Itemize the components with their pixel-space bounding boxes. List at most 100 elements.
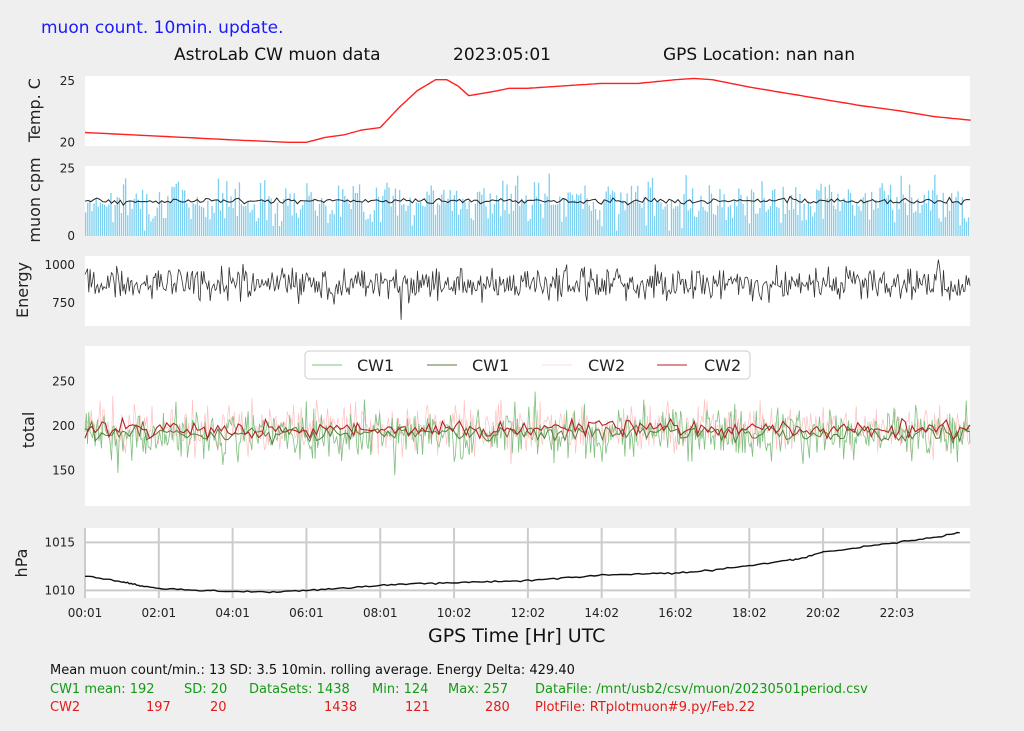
muon-cpm-bar [308,195,310,236]
muon-cpm-bar [449,190,451,236]
muon-cpm-bar [860,210,862,236]
muon-cpm-bar [253,204,255,236]
muon-cpm-bar [314,210,316,236]
muon-cpm-bar [753,192,755,236]
x-tick-label: 08:01 [363,606,398,620]
muon-cpm-bar [565,216,567,236]
muon-cpm-bar [462,198,464,236]
muon-cpm-bar [856,203,858,236]
muon-cpm-bar [504,210,506,236]
muon-cpm-bar [946,202,949,236]
muon-cpm-bar [106,206,108,236]
muon-cpm-bar [689,208,692,236]
panel-2-ytick: 1000 [44,258,75,272]
muon-cpm-bar [527,221,529,236]
muon-cpm-bar [712,213,715,236]
muon-cpm-bar [194,204,196,236]
muon-cpm-bar [531,204,533,236]
muon-cpm-bar [702,207,704,236]
muon-cpm-bar [236,215,238,236]
x-tick-label: 18:02 [732,606,767,620]
muon-cpm-bar [125,178,127,236]
muon-cpm-bar [506,184,508,236]
muon-cpm-bar [340,216,342,236]
muon-cpm-bar [715,215,717,236]
muon-cpm-bar [727,206,729,236]
muon-cpm-bar [554,204,557,236]
muon-cpm-bar [318,203,321,236]
muon-cpm-bar [262,200,264,236]
muon-cpm-bar [588,205,590,236]
muon-cpm-bar [784,214,786,236]
muon-cpm-bar [843,198,845,236]
muon-cpm-bar [196,197,198,236]
muon-cpm-bar [563,198,565,236]
muon-cpm-bar [139,209,142,236]
muon-cpm-bar [603,199,605,236]
muon-cpm-bar [460,209,462,236]
panel-0-ytick: 25 [60,74,75,88]
muon-cpm-bar [925,203,928,236]
panel-2-background [85,256,970,326]
muon-cpm-bar [135,193,137,236]
legend: CW1 CW1 CW2 CW2 [304,350,751,380]
muon-cpm-bar [896,196,898,236]
muon-cpm-bar [559,196,561,236]
muon-cpm-bar [476,192,479,236]
muon-cpm-bar [158,192,161,236]
muon-cpm-bar [871,191,873,236]
x-tick-label: 22:03 [880,606,915,620]
muon-cpm-bar [479,191,481,236]
muon-cpm-bar [942,192,944,236]
muon-cpm-bar [826,198,828,236]
muon-cpm-bar [668,230,670,236]
muon-cpm-bar [192,203,194,236]
panel-3-ytick: 250 [52,375,75,389]
muon-cpm-bar [839,211,841,236]
muon-cpm-bar [386,182,388,236]
muon-cpm-bar [521,198,523,236]
muon-cpm-bar [584,185,586,236]
muon-cpm-bar [812,216,814,236]
muon-cpm-bar [533,182,536,236]
muon-cpm-bar [790,194,793,236]
muon-cpm-bar [913,212,915,236]
muon-cpm-average-line [84,195,971,207]
muon-cpm-bar [609,194,611,236]
muon-cpm-bar [776,206,778,236]
muon-cpm-bar [778,208,780,236]
muon-cpm-bar [911,197,913,236]
muon-cpm-bar [576,193,578,236]
muon-cpm-bar [177,181,179,236]
muon-cpm-bar [415,202,418,236]
muon-cpm-bar [959,225,961,236]
muon-cpm-bar [222,193,224,236]
muon-cpm-bar [557,204,559,236]
cw2-min: 121 [405,700,430,715]
muon-cpm-bar [550,204,552,236]
muon-cpm-bar [879,187,881,236]
muon-cpm-bar [165,217,167,236]
muon-cpm-bar [154,215,156,236]
muon-cpm-bar [127,215,129,236]
muon-cpm-bar [561,221,563,236]
muon-cpm-bar [329,213,331,236]
x-tick-label: 00:01 [68,606,103,620]
muon-cpm-bar [748,223,751,236]
panel-0-ytick: 20 [60,135,75,149]
muon-cpm-bar [137,199,139,236]
muon-cpm-bar [87,202,89,236]
muon-cpm-bar [299,209,302,236]
muon-cpm-bar [864,193,866,236]
muon-cpm-bar [957,191,959,236]
muon-cpm-bar [904,202,906,236]
muon-cpm-bar [921,204,923,236]
x-tick-label: 16:02 [658,606,693,620]
muon-cpm-bar [371,221,373,236]
muon-cpm-bar [641,207,643,236]
muon-cpm-bar [938,218,940,236]
muon-cpm-bar [805,219,807,236]
muon-cpm-bar [736,206,738,236]
cw2-mean: 197 [146,700,171,715]
